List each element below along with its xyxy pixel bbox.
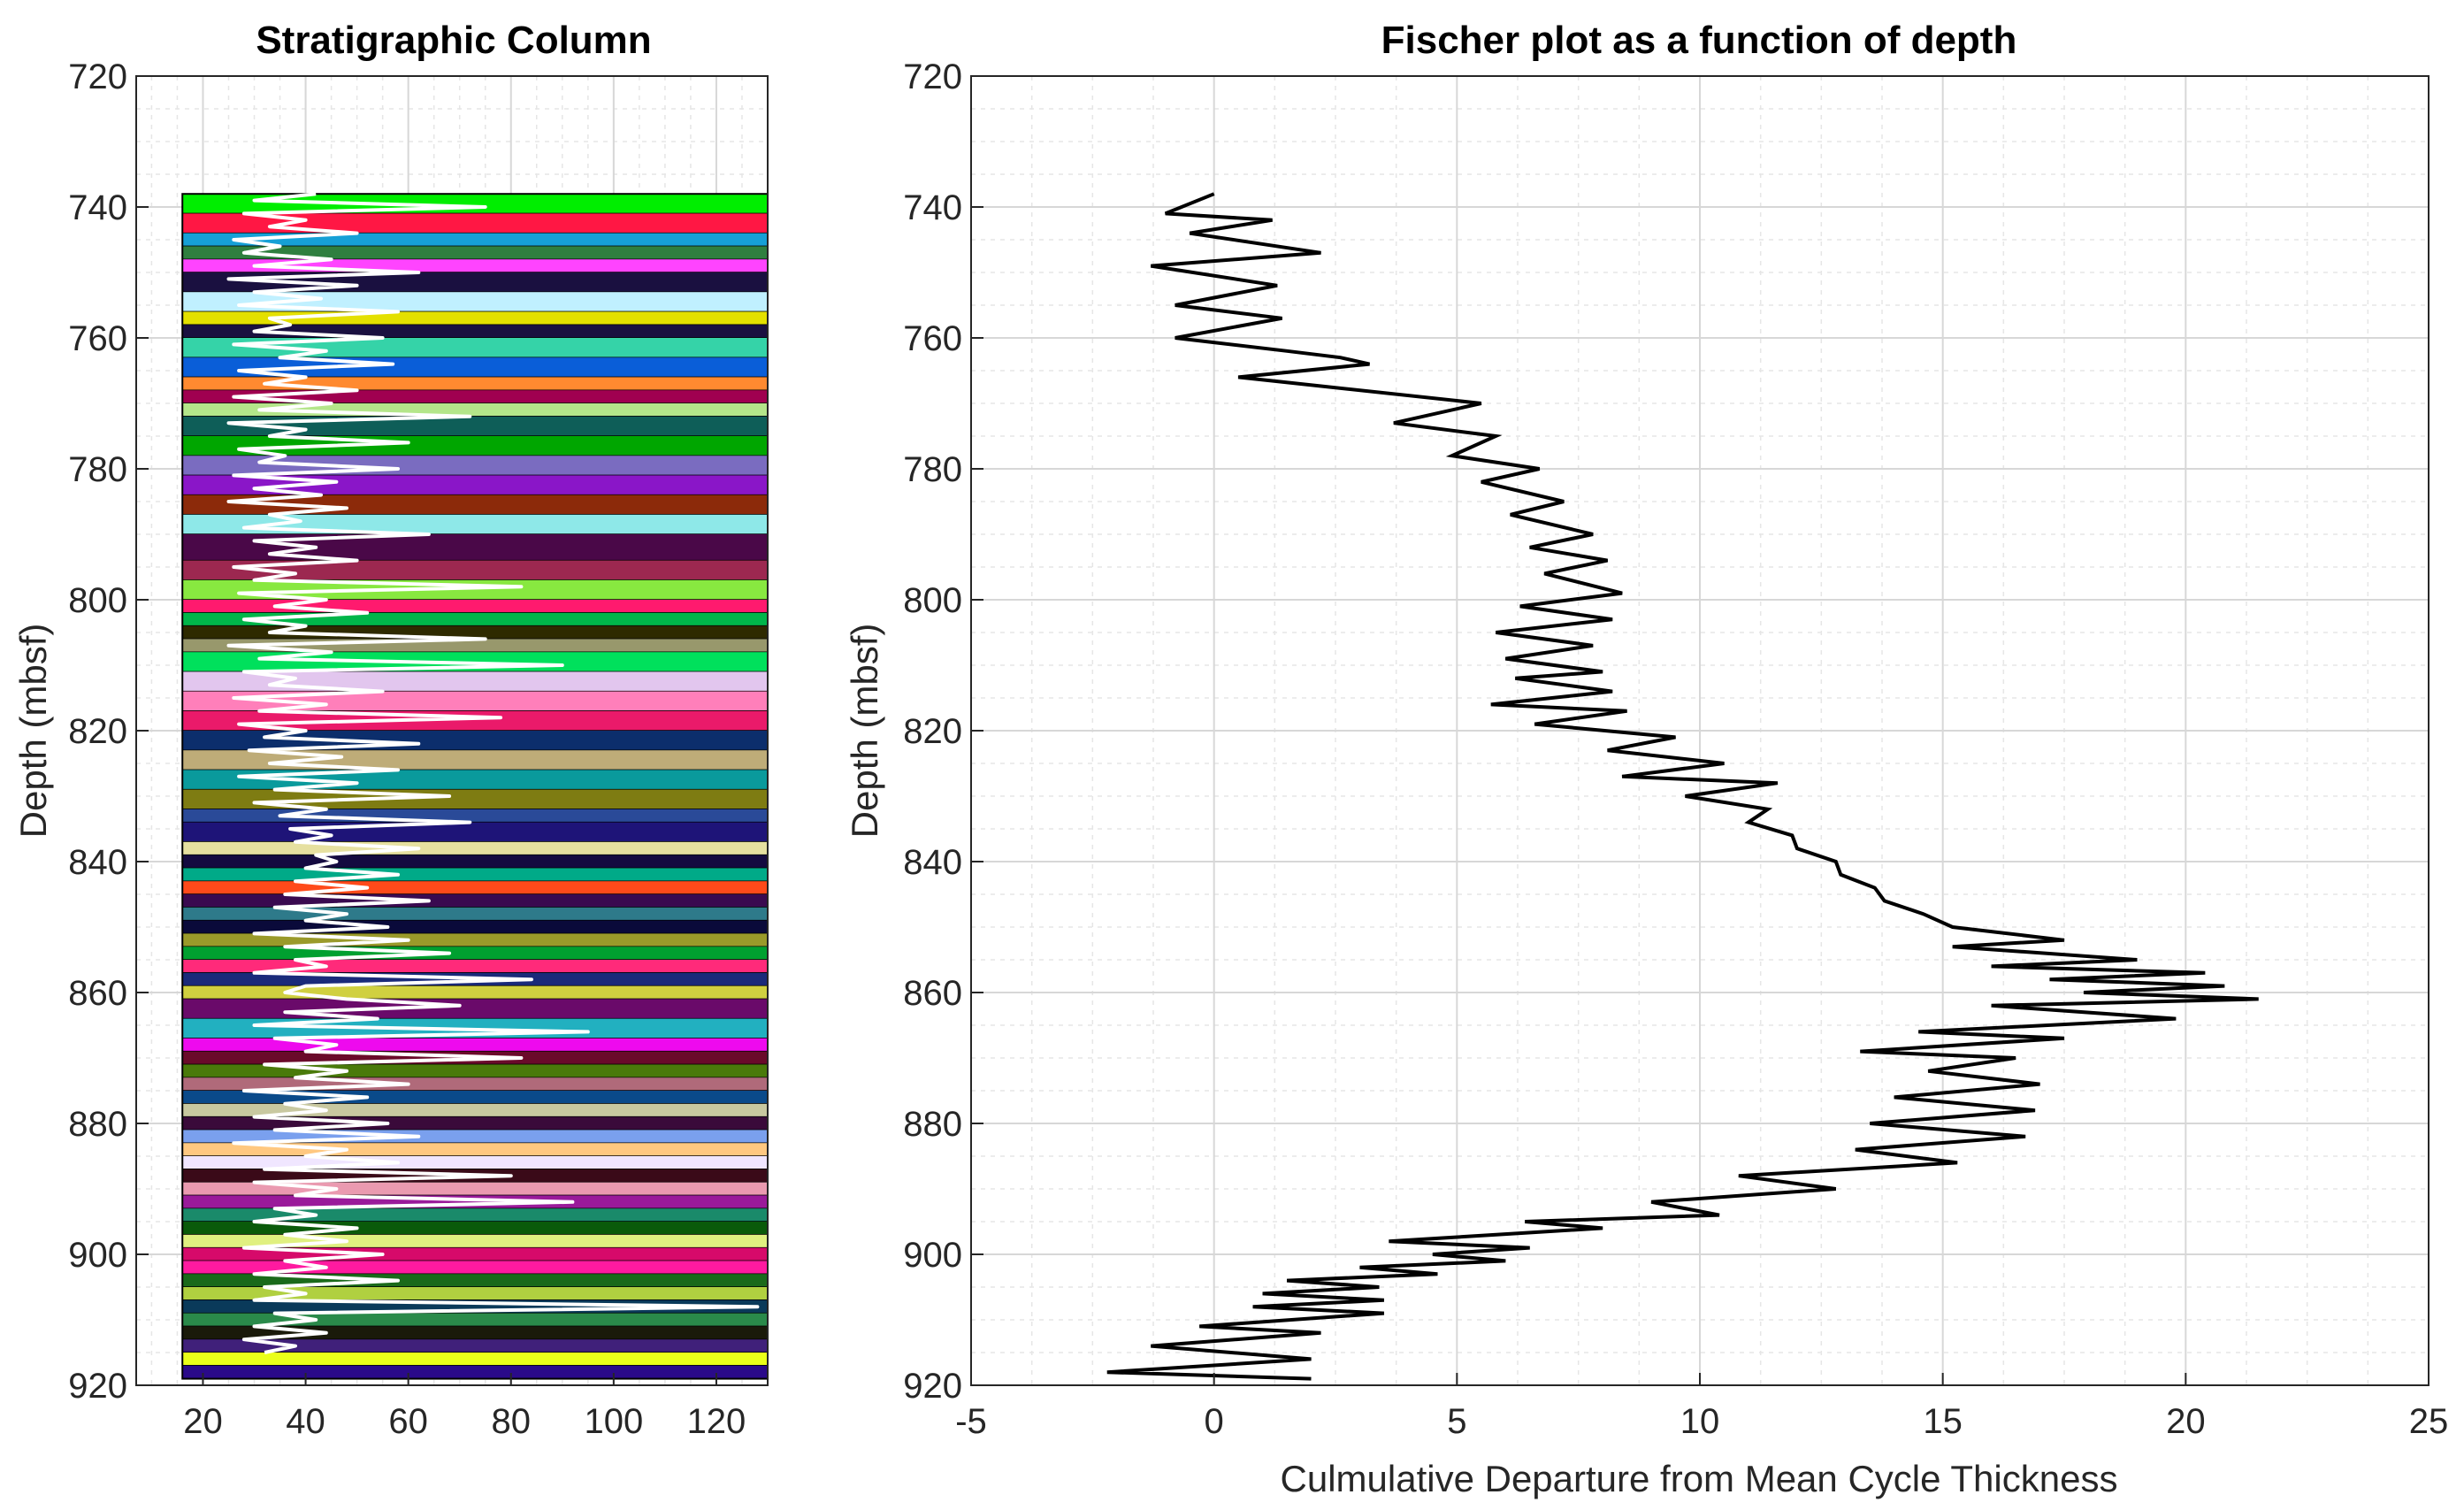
right-tick-labels: 720 740 760 780 800 820 840 860 880 900 920-5 0 5 10 1… bbox=[903, 57, 2448, 1441]
stratigraphic-column-panel: 720 740 760 780 800 820 840 860 880 900 920 20 40 60 8… bbox=[12, 19, 769, 1441]
right-y-tick-label: 840 bbox=[903, 843, 962, 882]
right-x-tick-label: 15 bbox=[1923, 1402, 1963, 1441]
fischer-curve bbox=[1106, 192, 2259, 1381]
right-y-tick-label: 720 bbox=[903, 57, 962, 96]
bed-layer bbox=[182, 868, 768, 882]
right-y-tick-label: 820 bbox=[903, 712, 962, 751]
right-x-tick-label: 5 bbox=[1447, 1402, 1466, 1441]
right-x-tick-label: -5 bbox=[955, 1402, 987, 1441]
left-y-tick-label: 820 bbox=[68, 712, 127, 751]
bed-layer bbox=[182, 1261, 768, 1275]
bed-layer bbox=[182, 1365, 768, 1379]
right-y-tick-label: 800 bbox=[903, 581, 962, 620]
left-y-tick-label: 780 bbox=[68, 450, 127, 489]
right-grid bbox=[970, 75, 2430, 1386]
bed-layer bbox=[182, 1208, 768, 1222]
bed-layer bbox=[182, 841, 768, 855]
bed-layer bbox=[182, 789, 768, 809]
left-x-tick-label: 40 bbox=[286, 1402, 325, 1441]
bed-layer bbox=[182, 907, 768, 921]
left-y-tick-label: 880 bbox=[68, 1105, 127, 1144]
right-y-tick-label: 920 bbox=[903, 1367, 962, 1406]
white-curve-group bbox=[226, 192, 760, 1354]
bed-layer bbox=[182, 1313, 768, 1327]
bed-layer bbox=[182, 1287, 768, 1300]
bed-layer bbox=[182, 292, 768, 312]
left-x-tick-label: 80 bbox=[492, 1402, 532, 1441]
bed-layer bbox=[182, 357, 768, 378]
right-y-axis-label: Depth (mbsf) bbox=[844, 624, 885, 839]
right-x-tick-label: 0 bbox=[1205, 1402, 1224, 1441]
bed-layer bbox=[182, 338, 768, 358]
left-tick-labels: 720 740 760 780 800 820 840 860 880 900 920 20 40 60 8… bbox=[68, 57, 746, 1441]
bed-layer bbox=[182, 809, 768, 823]
bed-layer bbox=[182, 1182, 768, 1196]
bed-layer bbox=[182, 233, 768, 247]
bed-layer bbox=[182, 691, 768, 711]
bed-layer bbox=[182, 947, 768, 960]
right-y-tick-label: 740 bbox=[903, 188, 962, 227]
bed-layer bbox=[182, 1038, 768, 1052]
left-y-tick-label: 800 bbox=[68, 581, 127, 620]
bed-layer bbox=[182, 855, 768, 869]
fischer-plot-panel: 720 740 760 780 800 820 840 860 880 900 920-5 0 5 10 1… bbox=[844, 19, 2448, 1499]
bed-layer bbox=[182, 985, 768, 1000]
left-y-tick-label: 740 bbox=[68, 188, 127, 227]
left-x-tick-label: 20 bbox=[183, 1402, 223, 1441]
fischer-series-group bbox=[1106, 192, 2259, 1381]
right-axes bbox=[970, 75, 2430, 1386]
left-y-tick-label: 760 bbox=[68, 319, 127, 358]
left-x-tick-label: 60 bbox=[388, 1402, 428, 1441]
bed-layer bbox=[182, 731, 768, 751]
right-y-tick-label: 760 bbox=[903, 319, 962, 358]
bed-layer bbox=[182, 960, 768, 973]
bed-layer bbox=[182, 671, 768, 692]
left-y-tick-label: 860 bbox=[68, 974, 127, 1013]
right-y-tick-label: 880 bbox=[903, 1105, 962, 1144]
bed-layer bbox=[182, 1339, 768, 1353]
right-x-tick-label: 10 bbox=[1680, 1402, 1720, 1441]
bed-layer bbox=[182, 1195, 768, 1209]
bed-layer bbox=[182, 213, 768, 234]
bed-layer bbox=[182, 560, 768, 580]
bed-layer bbox=[182, 894, 768, 908]
left-y-tick-label: 920 bbox=[68, 1367, 127, 1406]
left-y-axis-label: Depth (mbsf) bbox=[12, 624, 54, 839]
bed-layer bbox=[182, 822, 768, 842]
left-y-tick-label: 900 bbox=[68, 1236, 127, 1275]
bed-layer bbox=[182, 1326, 768, 1340]
left-x-tick-label: 100 bbox=[584, 1402, 643, 1441]
right-y-tick-label: 860 bbox=[903, 974, 962, 1013]
right-x-tick-label: 25 bbox=[2409, 1402, 2449, 1441]
right-x-axis-label: Culmulative Departure from Mean Cycle Th… bbox=[1281, 1458, 2118, 1499]
bed-layer bbox=[182, 999, 768, 1019]
bed-layer bbox=[182, 881, 768, 894]
bed-layer bbox=[182, 534, 768, 561]
bed-layer bbox=[182, 600, 768, 613]
left-chart-title: Stratigraphic Column bbox=[256, 19, 651, 62]
bed-layer bbox=[182, 710, 768, 731]
right-y-tick-label: 780 bbox=[903, 450, 962, 489]
white-log-curve bbox=[226, 192, 760, 1354]
right-y-tick-label: 900 bbox=[903, 1236, 962, 1275]
bed-layer bbox=[182, 246, 768, 260]
left-axes bbox=[135, 75, 769, 1386]
left-y-tick-label: 720 bbox=[68, 57, 127, 96]
bed-layer bbox=[182, 436, 768, 456]
right-x-tick-label: 20 bbox=[2166, 1402, 2206, 1441]
bed-layer bbox=[182, 1353, 768, 1366]
bed-layer bbox=[182, 194, 768, 214]
left-x-tick-label: 120 bbox=[687, 1402, 746, 1441]
bed-layer bbox=[182, 1103, 768, 1117]
left-y-tick-label: 840 bbox=[68, 843, 127, 882]
bed-layer bbox=[182, 390, 768, 403]
bed-layer bbox=[182, 579, 768, 600]
right-chart-title: Fischer plot as a function of depth bbox=[1381, 19, 2017, 62]
